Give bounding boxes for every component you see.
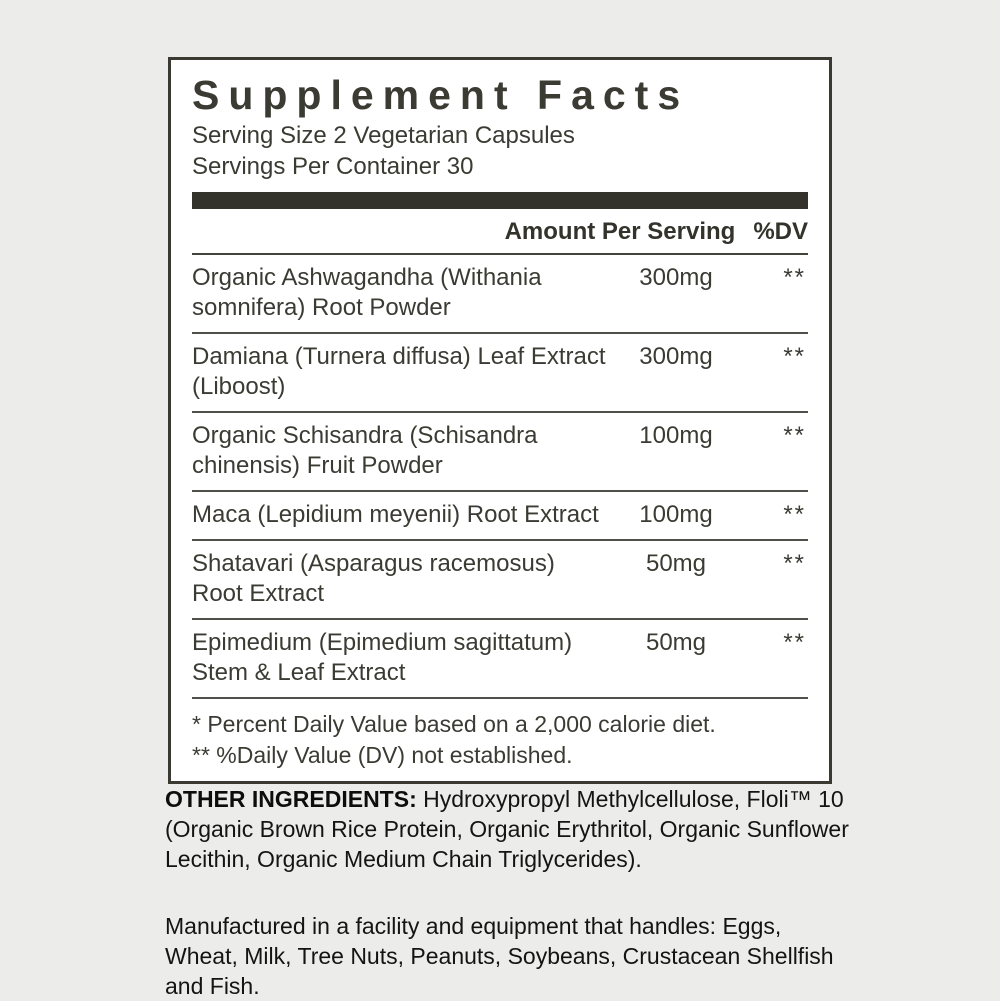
ingredient-amount: 300mg [639, 343, 713, 370]
below-panel-text: OTHER INGREDIENTS: Hydroxypropyl Methylc… [165, 784, 855, 1001]
footnotes: * Percent Daily Value based on a 2,000 c… [192, 699, 808, 771]
ingredient-row-maca: Maca (Lepidium meyenii) Root Extract 100… [192, 492, 808, 541]
column-header: Amount Per Serving %DV [192, 216, 808, 255]
ingredient-amount: 100mg [639, 501, 713, 528]
ingredient-row-epimedium: Epimedium (Epimedium sagittatum) Stem & … [192, 620, 808, 699]
ingredient-row-shatavari: Shatavari (Asparagus racemosus) Root Ext… [192, 541, 808, 620]
ingredient-amount: 300mg [639, 264, 713, 291]
ingredient-row-schisandra: Organic Schisandra (Schisandra chinensis… [192, 413, 808, 492]
servings-per-container-line: Servings Per Container 30 [192, 153, 474, 180]
allergen-statement: Manufactured in a facility and equipment… [165, 913, 834, 999]
ingredient-dv: ** [783, 343, 806, 370]
other-ingredients-paragraph: OTHER INGREDIENTS: Hydroxypropyl Methylc… [165, 784, 855, 874]
ingredient-dv: ** [783, 264, 806, 291]
ingredient-row-ashwagandha: Organic Ashwagandha (Withania somnifera)… [192, 255, 808, 334]
ingredient-name: Shatavari (Asparagus racemosus) Root Ext… [192, 550, 555, 607]
panel-title: Supplement Facts [192, 72, 690, 118]
ingredient-amount: 100mg [639, 422, 713, 449]
divider-bar [192, 192, 808, 209]
serving-size-line: Serving Size 2 Vegetarian Capsules [192, 122, 575, 149]
ingredient-dv: ** [783, 422, 806, 449]
ingredient-dv: ** [783, 629, 806, 656]
ingredient-dv: ** [783, 550, 806, 577]
footnote-dv-not-established: ** %Daily Value (DV) not established. [192, 742, 573, 768]
ingredient-name: Damiana (Turnera diffusa) Leaf Extract (… [192, 343, 606, 400]
amount-per-serving-label: Amount Per Serving [504, 218, 736, 245]
other-ingredients-label: OTHER INGREDIENTS: [165, 786, 417, 812]
ingredient-dv: ** [783, 501, 806, 528]
ingredient-amount: 50mg [645, 550, 707, 577]
ingredient-row-damiana: Damiana (Turnera diffusa) Leaf Extract (… [192, 334, 808, 413]
supplement-facts-panel: Supplement Facts Serving Size 2 Vegetari… [168, 57, 832, 784]
other-ingredients-text: Hydroxypropyl Methylcellulose, Floli™ 10… [165, 786, 849, 872]
ingredient-name: Maca (Lepidium meyenii) Root Extract [192, 501, 599, 528]
ingredient-amount: 50mg [645, 629, 707, 656]
percent-dv-label: %DV [753, 218, 808, 245]
ingredient-name: Organic Ashwagandha (Withania somnifera)… [192, 264, 542, 321]
footnote-daily-value: * Percent Daily Value based on a 2,000 c… [192, 711, 716, 737]
ingredient-name: Organic Schisandra (Schisandra chinensis… [192, 422, 538, 479]
ingredient-name: Epimedium (Epimedium sagittatum) Stem & … [192, 629, 573, 686]
